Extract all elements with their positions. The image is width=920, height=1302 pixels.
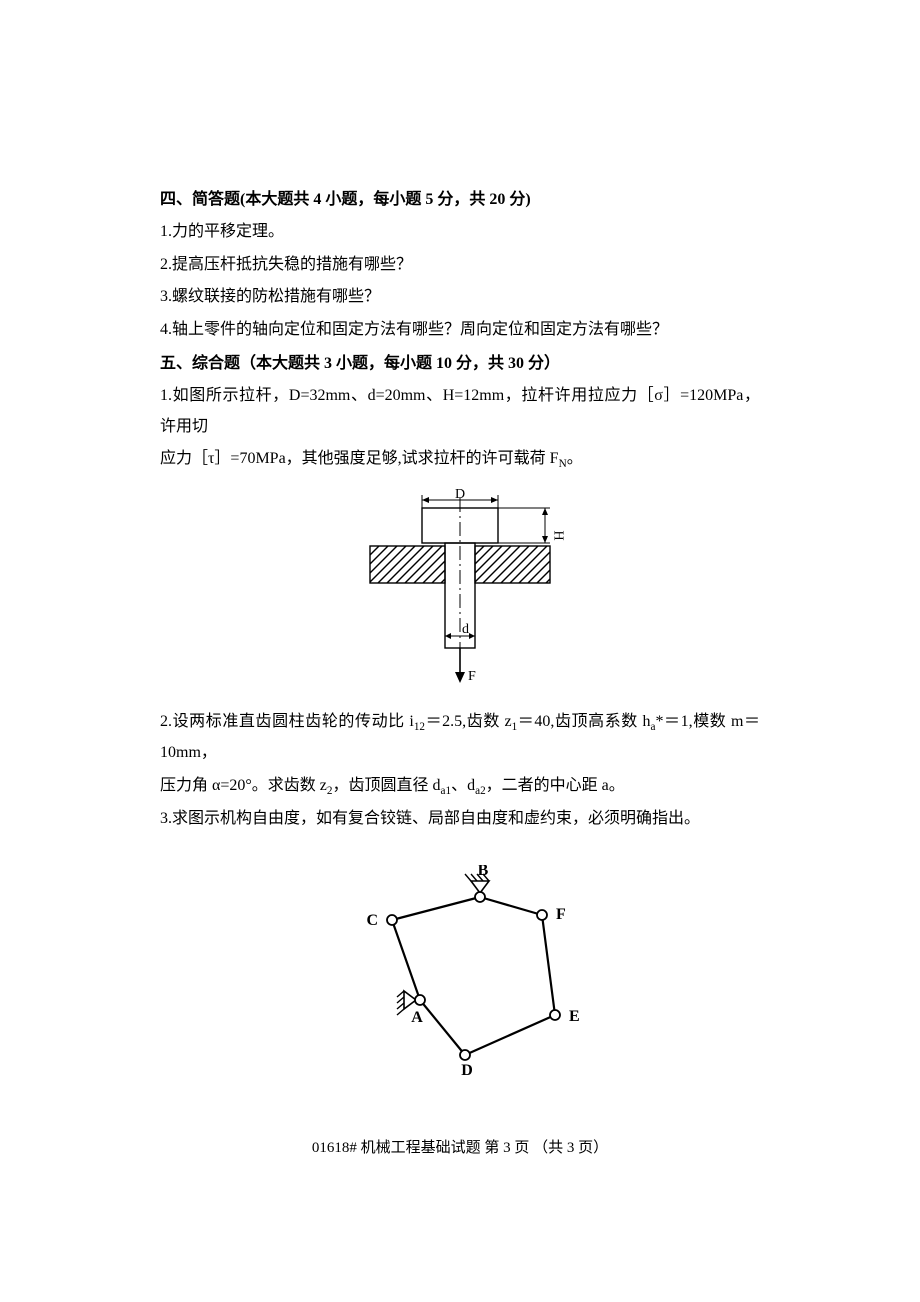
q5-1b-sub: N bbox=[559, 458, 567, 470]
svg-text:D: D bbox=[461, 1062, 473, 1079]
svg-text:E: E bbox=[569, 1008, 580, 1025]
svg-text:A: A bbox=[411, 1009, 423, 1026]
q4-4: 4.轴上零件的轴向定位和固定方法有哪些？周向定位和固定方法有哪些？ bbox=[160, 315, 760, 345]
q5-2h: ，二者的中心距 a。 bbox=[486, 777, 625, 794]
q4-3: 3.螺纹联接的防松措施有哪些？ bbox=[160, 282, 760, 312]
q5-2f-sub: a1 bbox=[441, 785, 452, 797]
svg-text:B: B bbox=[478, 865, 489, 879]
svg-text:D: D bbox=[455, 488, 465, 502]
section4-title: 四、简答题(本大题共 4 小题，每小题 5 分，共 20 分) bbox=[160, 185, 760, 215]
fig2-svg: A B C D E F bbox=[330, 865, 590, 1085]
q5-2a-sub: 12 bbox=[414, 721, 425, 733]
section5-title: 五、综合题（本大题共 3 小题，每小题 10 分，共 30 分） bbox=[160, 349, 760, 379]
q5-2b: ＝2.5,齿数 z bbox=[425, 713, 512, 730]
fig1-svg: D Hd F bbox=[350, 488, 570, 688]
q4-1: 1.力的平移定理。 bbox=[160, 217, 760, 247]
q5-2g: 、d bbox=[451, 777, 475, 794]
q5-3: 3.求图示机构自由度，如有复合铰链、局部自由度和虚约束，必须明确指出。 bbox=[160, 804, 760, 834]
q5-2e: 压力角 α=20°。求齿数 z bbox=[160, 777, 327, 794]
figure-1-tie-rod: D Hd F bbox=[160, 488, 760, 699]
q5-2a: 2.设两标准直齿圆柱齿轮的传动比 i bbox=[160, 713, 414, 730]
q5-2c: ＝40,齿顶高系数 h bbox=[517, 713, 650, 730]
q4-2: 2.提高压杆抵抗失稳的措施有哪些？ bbox=[160, 250, 760, 280]
footer: 01618# 机械工程基础试题 第 3 页 （共 3 页） bbox=[0, 1134, 920, 1163]
svg-text:C: C bbox=[366, 912, 378, 929]
svg-text:d: d bbox=[462, 622, 469, 637]
svg-text:F: F bbox=[468, 669, 476, 684]
q5-2-line2: 压力角 α=20°。求齿数 z2，齿顶圆直径 da1、da2，二者的中心距 a。 bbox=[160, 771, 760, 802]
q5-1b-text: 应力［τ］=70MPa，其他强度足够,试求拉杆的许可载荷 F bbox=[160, 450, 559, 467]
figure-2-linkage: A B C D E F bbox=[160, 865, 760, 1096]
q5-2f: ，齿顶圆直径 d bbox=[333, 777, 441, 794]
svg-text:H: H bbox=[551, 530, 566, 540]
q5-1a: 1.如图所示拉杆，D=32mm、d=20mm、H=12mm，拉杆许用拉应力［σ］… bbox=[160, 381, 760, 442]
q5-1b-end: 。 bbox=[567, 450, 583, 467]
q5-2g-sub: a2 bbox=[475, 785, 486, 797]
svg-text:F: F bbox=[556, 906, 566, 923]
q5-2-line1: 2.设两标准直齿圆柱齿轮的传动比 i12＝2.5,齿数 z1＝40,齿顶高系数 … bbox=[160, 707, 760, 769]
q5-1b: 应力［τ］=70MPa，其他强度足够,试求拉杆的许可载荷 FN。 bbox=[160, 444, 760, 475]
